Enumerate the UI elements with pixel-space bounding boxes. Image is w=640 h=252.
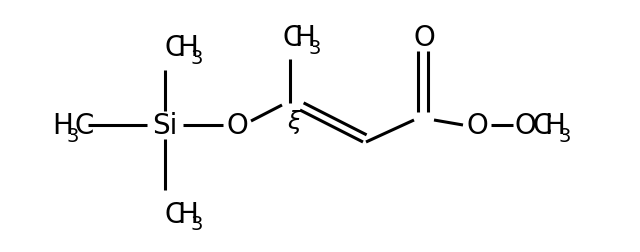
Text: C: C	[165, 34, 184, 62]
Text: O: O	[515, 112, 537, 139]
Text: H: H	[544, 112, 565, 139]
Text: 3: 3	[191, 48, 204, 67]
Text: 3: 3	[308, 38, 321, 57]
Text: H: H	[177, 200, 198, 228]
Text: ξ: ξ	[287, 110, 301, 134]
Text: C: C	[165, 200, 184, 228]
Text: Si: Si	[152, 112, 178, 139]
Text: O: O	[226, 112, 248, 139]
Text: H: H	[294, 24, 315, 52]
Text: H: H	[177, 34, 198, 62]
Text: C: C	[533, 112, 552, 139]
Text: H: H	[52, 112, 73, 139]
Text: O: O	[466, 112, 488, 139]
Text: O: O	[413, 24, 435, 52]
Text: C: C	[282, 24, 301, 52]
Text: 3: 3	[191, 215, 204, 234]
Text: 3: 3	[558, 126, 570, 145]
Text: C: C	[74, 112, 93, 139]
Text: 3: 3	[66, 126, 78, 145]
